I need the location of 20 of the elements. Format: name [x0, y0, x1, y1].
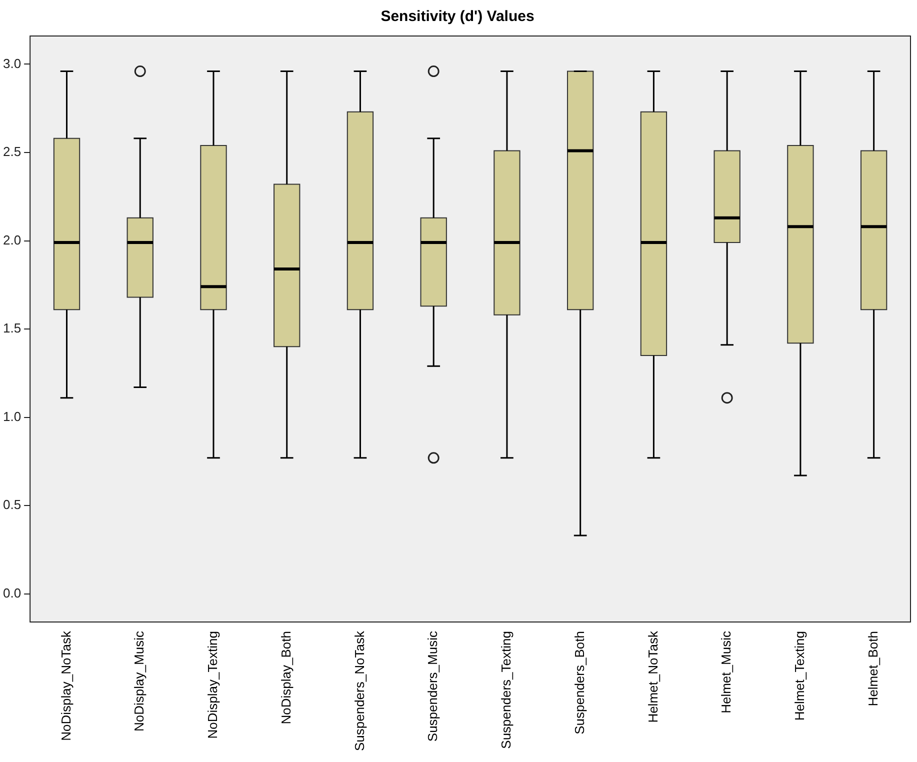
x-tick-label: Suspenders_Both	[572, 631, 587, 734]
x-tick-label: Helmet_Music	[718, 630, 734, 714]
y-tick-label: 2.5	[2, 144, 22, 160]
x-tick-label: Helmet_Texting	[792, 631, 808, 721]
y-tick-label: 1.0	[2, 408, 22, 424]
y-tick-label: 0.5	[2, 497, 22, 512]
y-tick-label: 3.0	[2, 56, 22, 71]
y-tick-label: 0.0	[2, 585, 22, 600]
x-tick-label: NoDisplay_Texting	[205, 631, 220, 739]
x-tick-label: Suspenders_NoTask	[352, 630, 367, 752]
x-tick-label: Helmet_Both	[865, 631, 880, 706]
x-tick-label: Suspenders_Music	[425, 630, 440, 742]
x-tick-label: Helmet_NoTask	[645, 630, 660, 723]
chart-title: Sensitivity (d') Values	[380, 8, 534, 26]
y-tick-label: 2.0	[2, 232, 22, 248]
x-tick-label: NoDisplay_Both	[278, 631, 294, 724]
x-tick-label: Suspenders_Texting	[498, 631, 514, 749]
x-tick-label: NoDisplay_Music	[132, 630, 147, 732]
y-tick-label: 1.5	[2, 320, 22, 336]
x-tick-label: NoDisplay_NoTask	[58, 630, 74, 741]
